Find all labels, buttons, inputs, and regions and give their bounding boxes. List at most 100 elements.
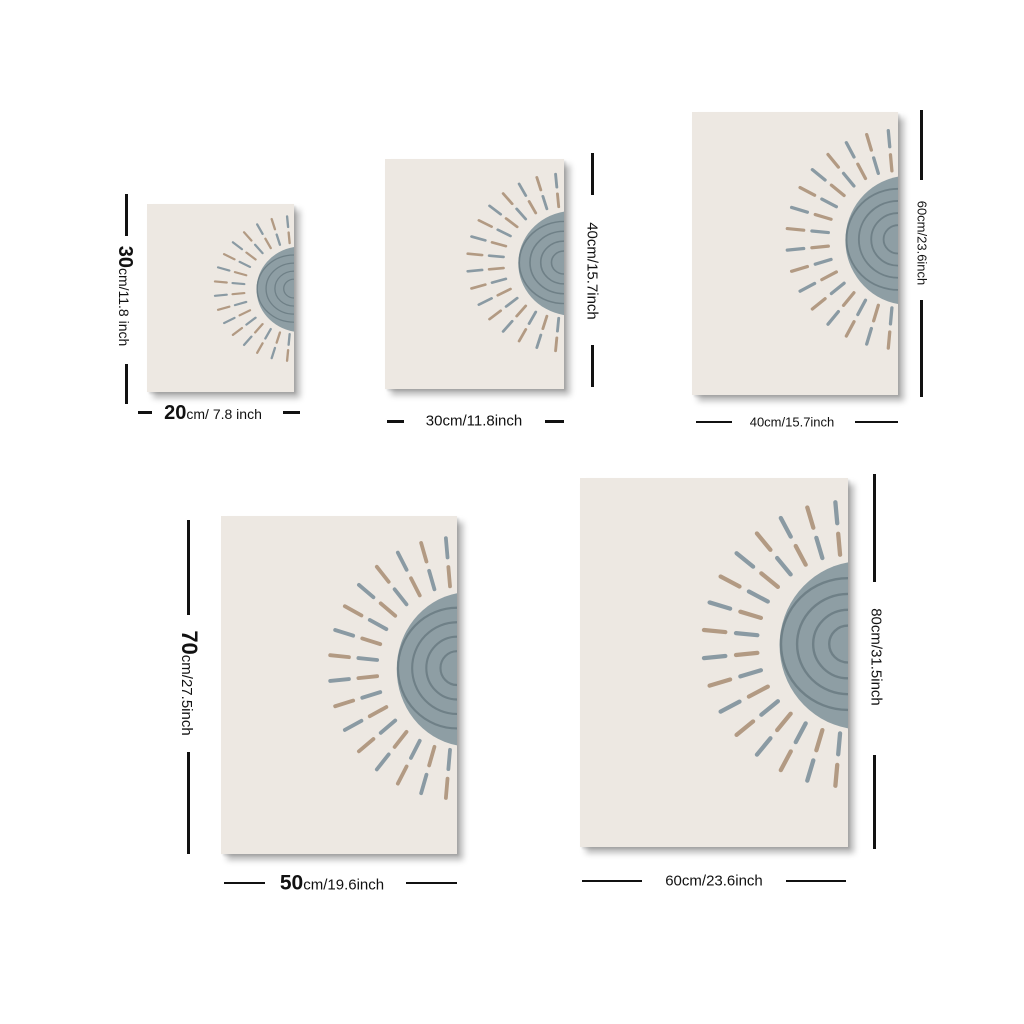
sun-ray [836,731,843,757]
width-label-20x30: 20cm/ 7.8 inch [164,403,262,423]
sun-ray [378,601,398,618]
width-dimension-line-right [855,421,898,423]
sun-ray [285,349,290,362]
sun-ray [833,762,840,788]
sun-ray [242,231,253,242]
sun-ray [517,182,528,197]
sun-ray [556,316,561,333]
sun-ray [833,500,840,526]
sun-ring [411,621,457,716]
width-dimension-line-left [138,411,152,414]
sun-ray [470,235,487,242]
sun-ray [829,183,846,198]
height-dimension-line-top [591,153,594,195]
sun-ray [356,656,380,662]
height-label-unit: cm/11.8 inch [116,267,132,347]
sun-ray [275,233,282,246]
height-dimension-line-bottom [125,364,128,404]
sun-ray [253,323,264,334]
sun-ray [733,631,760,638]
sun-ray [242,335,253,347]
sun-ray [785,246,806,252]
height-label-60x80: 80cm/31.5inch [867,608,885,706]
width-dimension-line-right [283,411,300,414]
sun-ray [213,293,228,297]
sun-ray [285,215,290,229]
sun-ray [844,320,856,338]
sun-ray [504,217,519,229]
sun-ray [443,776,450,800]
sun-ray [733,650,760,658]
sun-ray [501,192,514,206]
sun-ray [477,219,493,228]
height-label-unit: 40cm/15.7inch [583,222,601,320]
sun-ring [882,224,898,255]
width-label-40x60: 40cm/15.7inch [750,416,835,429]
sun-ray [556,192,561,209]
sun-ray [754,736,773,757]
sun-ray [541,314,549,331]
sun-ray [813,257,833,266]
sun-ray [814,535,825,561]
width-label-50x70: 50cm/19.6inch [280,873,384,894]
sun-ray [419,541,429,564]
sun-ray [245,251,257,261]
height-dimension-line-top [187,520,190,615]
sun-ray [490,241,508,248]
sun-ray [718,699,742,714]
height-label-unit: 80cm/31.5inch [867,608,885,706]
sun-ray [231,292,246,296]
width-dimension-line-left [387,420,404,423]
sun-ray [746,589,770,604]
sun-ray [856,298,868,317]
sun-ray [805,758,816,783]
height-label-number: 70 [177,630,202,655]
height-label-number: 30 [114,245,136,268]
sun-ray [872,303,880,323]
sun-ray [707,677,733,688]
sun-ray [488,204,503,216]
sun-ray [360,690,383,700]
sun-ray [216,305,231,311]
sun-ray [844,141,856,159]
sun-ray [213,280,228,284]
sun-ring [795,592,848,696]
sun-ray [541,194,549,211]
height-dimension-line-bottom [920,300,923,397]
sun-ring [274,270,294,307]
sun-ray [427,744,437,768]
sun-ring [857,200,898,279]
height-label-20x30: 30cm/11.8 inch [114,245,136,347]
sun-ray [841,291,856,307]
sun-ray [775,555,793,577]
sun-ray [496,287,512,297]
sun-ring [539,240,564,285]
sun-ray [328,653,351,660]
sun-ray [775,711,793,733]
sun-ring [812,608,848,680]
sun-ray [826,152,841,169]
width-label-unit: 60cm/23.6inch [665,872,763,890]
height-dimension-line-bottom [591,345,594,387]
sun-ray [707,600,733,611]
sun-ray [778,515,793,539]
sun-ray [356,674,380,681]
sun-ray [446,565,452,589]
sun-ray [789,205,810,214]
sun-ray [734,719,756,738]
sun-ray [496,228,512,238]
sun-ray [798,281,817,293]
sun-ray [409,576,422,598]
sun-ray [778,749,793,773]
width-dimension-line-right [406,882,457,884]
sun-ray [865,326,873,346]
sun-ray [872,156,880,176]
width-dimension-line-left [696,421,732,423]
sun-ring [283,278,294,299]
sun-ray [820,197,838,209]
height-label-40x60: 60cm/23.6inch [915,201,930,286]
sun-ray [367,618,389,632]
sun-ray [738,609,764,620]
height-dimension-line-top [873,474,876,582]
sun-ray [231,241,244,251]
